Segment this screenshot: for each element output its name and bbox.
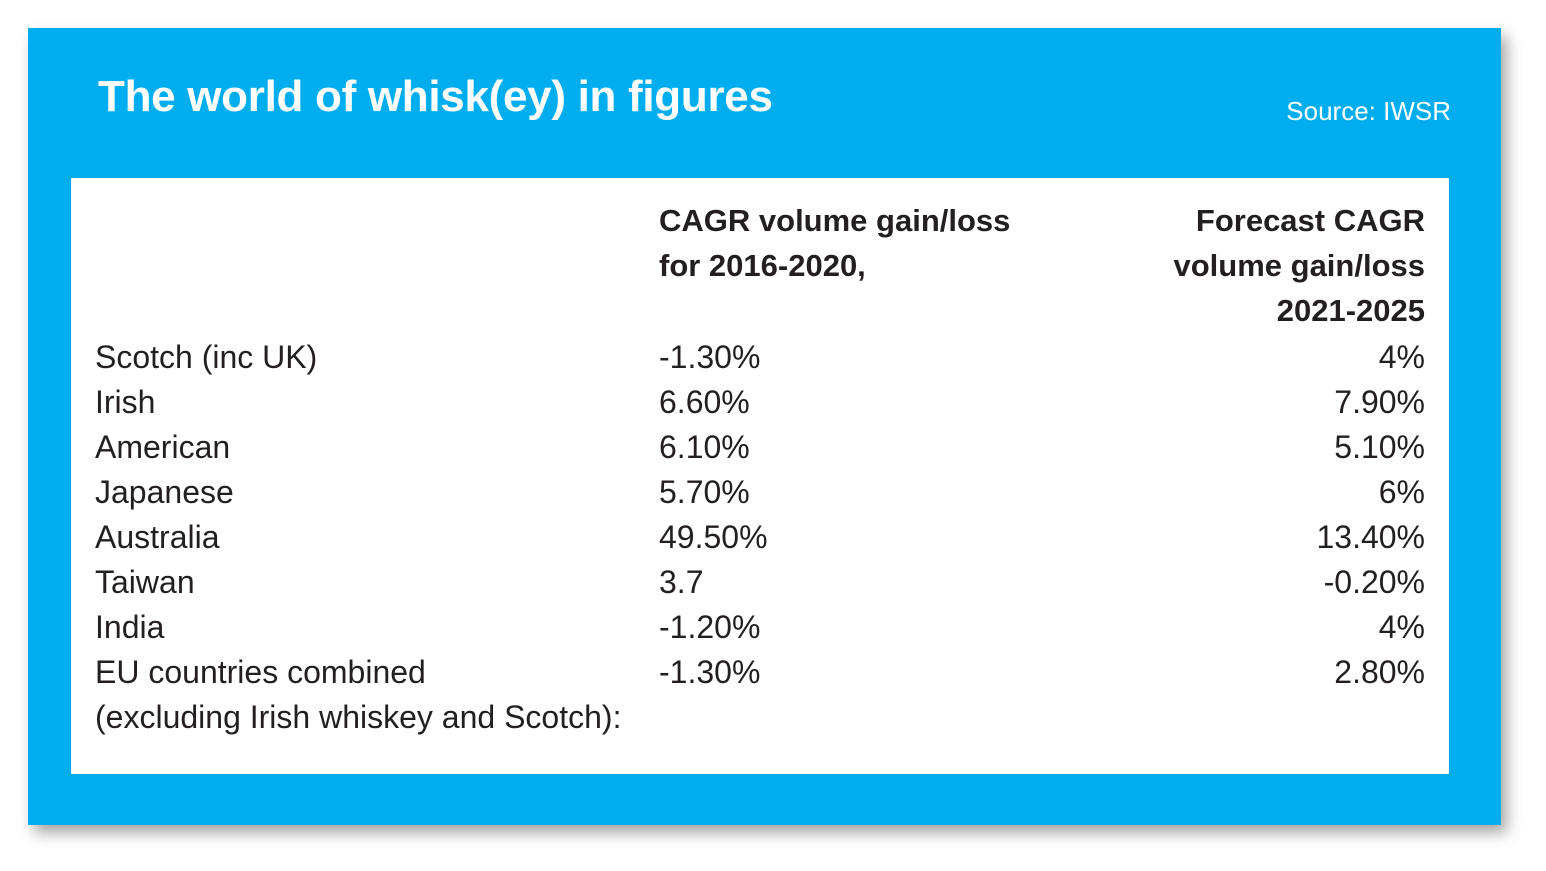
column-header-forecast-2021-2025: Forecast CAGR volume gain/loss 2021-2025 <box>1099 198 1425 335</box>
table-row: Irish 6.60% 7.90% <box>95 380 1425 425</box>
source-note: Source: IWSR <box>1286 96 1451 126</box>
column-header-cagr-2016-2020: CAGR volume gain/loss for 2016-2020, <box>659 198 1099 335</box>
table-panel: CAGR volume gain/loss for 2016-2020, For… <box>71 178 1449 774</box>
cagr-2016-2020-value: 49.50% <box>659 519 768 555</box>
row-label: Scotch (inc UK) <box>95 335 659 380</box>
row-label: Australia <box>95 515 659 560</box>
table-row: Scotch (inc UK) -1.30% 4% <box>95 335 1425 380</box>
cagr-2016-2020-value: 5.70% <box>659 474 750 510</box>
row-label-line: American <box>95 429 231 465</box>
forecast-2021-2025-value: 2.80% <box>1334 654 1425 690</box>
cagr-2016-2020-value: 3.7 <box>659 564 704 600</box>
header-line: volume gain/loss <box>1173 248 1425 283</box>
infographic-card: The world of whisk(ey) in figures Source… <box>28 28 1501 825</box>
row-label-line: Japanese <box>95 474 234 510</box>
row-label: American <box>95 425 659 470</box>
header-line: CAGR volume gain/loss <box>659 203 1011 238</box>
row-label-line: (excluding Irish whiskey and Scotch): <box>95 699 622 735</box>
header-line: for 2016-2020, <box>659 248 866 283</box>
header-line: Forecast CAGR <box>1195 203 1425 238</box>
row-label: Irish <box>95 380 659 425</box>
cagr-2016-2020-value: -1.20% <box>659 609 761 645</box>
table-row: Japanese 5.70% 6% <box>95 470 1425 515</box>
row-label: Taiwan <box>95 560 659 605</box>
row-label-line: Irish <box>95 384 156 420</box>
table-row: EU countries combined (excluding Irish wh… <box>95 650 1425 740</box>
forecast-2021-2025-value: 4% <box>1378 609 1425 645</box>
row-label-line: Taiwan <box>95 564 195 600</box>
forecast-2021-2025-value: 7.90% <box>1334 384 1425 420</box>
header-line: 2021-2025 <box>1276 293 1425 328</box>
table-row: American 6.10% 5.10% <box>95 425 1425 470</box>
cagr-2016-2020-value: -1.30% <box>659 654 761 690</box>
forecast-2021-2025-value: 13.40% <box>1316 519 1425 555</box>
table-body: Scotch (inc UK) -1.30% 4% Irish 6.60% 7.90% Am… <box>95 335 1425 740</box>
column-header-label <box>95 198 659 335</box>
row-label-line: EU countries combined <box>95 654 426 690</box>
row-label: EU countries combined (excluding Irish wh… <box>95 650 659 740</box>
row-label: Japanese <box>95 470 659 515</box>
chart-title: The world of whisk(ey) in figures <box>98 72 773 121</box>
forecast-2021-2025-value: 5.10% <box>1334 429 1425 465</box>
table-row: India -1.20% 4% <box>95 605 1425 650</box>
row-label-line: India <box>95 609 165 645</box>
cagr-2016-2020-value: -1.30% <box>659 339 761 375</box>
table-row: Australia 49.50% 13.40% <box>95 515 1425 560</box>
forecast-2021-2025-value: -0.20% <box>1323 564 1425 600</box>
row-label: India <box>95 605 659 650</box>
forecast-2021-2025-value: 6% <box>1378 474 1425 510</box>
row-label-line: Scotch (inc UK) <box>95 339 318 375</box>
data-table: CAGR volume gain/loss for 2016-2020, For… <box>95 198 1425 740</box>
cagr-2016-2020-value: 6.10% <box>659 429 750 465</box>
forecast-2021-2025-value: 4% <box>1378 339 1425 375</box>
table-row: Taiwan 3.7 -0.20% <box>95 560 1425 605</box>
cagr-2016-2020-value: 6.60% <box>659 384 750 420</box>
row-label-line: Australia <box>95 519 220 555</box>
table-header-row: CAGR volume gain/loss for 2016-2020, For… <box>95 198 1425 335</box>
